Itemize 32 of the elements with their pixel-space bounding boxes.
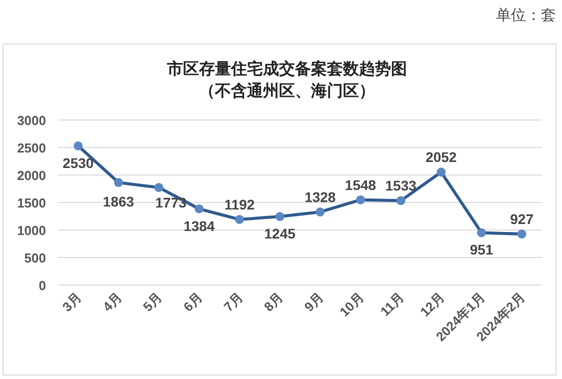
y-tick-label: 0 [38, 278, 46, 293]
chart-title: 市区存量住宅成交备案套数趋势图 [166, 59, 407, 78]
data-label: 1533 [385, 178, 417, 194]
x-tick-label: 6月 [180, 290, 206, 314]
y-tick-label: 2500 [17, 140, 46, 156]
y-tick-label: 2000 [17, 168, 46, 183]
data-label: 2530 [62, 154, 94, 171]
data-label: 1863 [102, 194, 134, 210]
x-tick-label: 10月 [336, 290, 367, 320]
chart-subtitle: （不含通州区、海门区） [199, 81, 375, 100]
x-tick-label: 9月 [301, 290, 326, 314]
data-label: 1548 [344, 176, 376, 193]
data-label: 927 [510, 211, 534, 228]
x-tick-label: 11月 [377, 290, 407, 320]
x-tick-label: 3月 [59, 290, 84, 314]
x-tick-label: 5月 [140, 290, 165, 314]
data-label: 1245 [264, 226, 296, 242]
text: 单位：套 [496, 7, 556, 24]
y-tick-label: 1500 [17, 196, 46, 210]
data-label: 1328 [304, 188, 336, 205]
data-label: 1384 [184, 218, 215, 234]
y-tick-label: 500 [24, 250, 46, 266]
y-tick-label: 1000 [17, 223, 46, 238]
data-label: 1192 [224, 196, 255, 212]
x-tick-label: 7月 [220, 290, 246, 314]
data-label: 2052 [426, 149, 457, 166]
x-tick-label: 12月 [417, 290, 448, 320]
y-tick-label: 3000 [17, 113, 46, 128]
x-tick-label: 4月 [100, 290, 125, 314]
data-label: 951 [470, 242, 494, 258]
data-label: 1773 [155, 194, 187, 210]
x-tick-label: 8月 [261, 290, 286, 314]
